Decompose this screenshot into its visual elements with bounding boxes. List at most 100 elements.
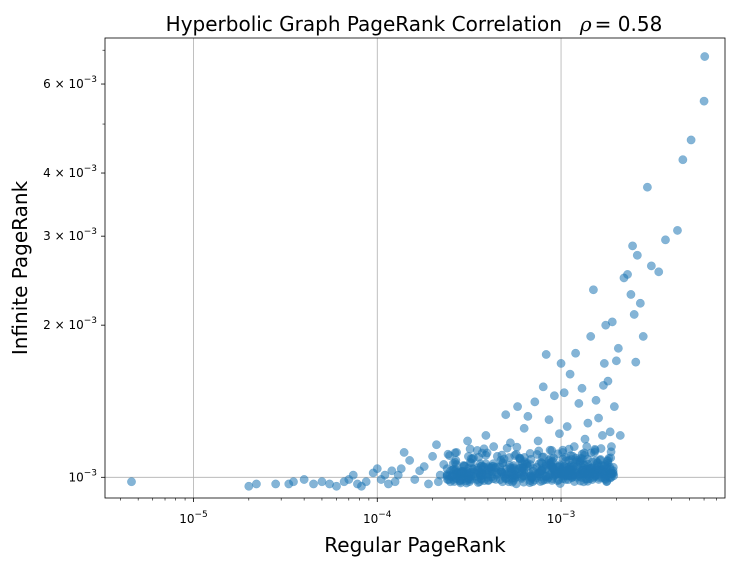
scatter-point: [502, 443, 512, 453]
scatter-point: [565, 369, 575, 379]
scatter-point: [519, 471, 529, 481]
y-tick-label-base: 6 × 10: [43, 77, 84, 91]
scatter-point: [549, 465, 559, 475]
scatter-point: [472, 466, 482, 475]
x-axis-ticks: 10−5 10−4 10−3: [120, 498, 717, 526]
scatter-point: [299, 475, 309, 484]
x-tick-label: 10−5: [179, 510, 208, 526]
y-tick-label: 4 × 10−3: [43, 164, 97, 180]
scatter-point: [450, 448, 460, 458]
scatter-point: [586, 464, 596, 474]
scatter-point: [405, 455, 415, 465]
scatter-point: [559, 388, 569, 398]
scatter-point: [510, 451, 520, 460]
scatter-point: [605, 427, 615, 437]
scatter-points: [127, 52, 710, 491]
scatter-point: [519, 423, 529, 433]
scatter-point: [628, 241, 638, 251]
scatter-point: [574, 398, 584, 408]
scatter-point: [635, 298, 645, 308]
scatter-point: [535, 469, 545, 479]
scatter-point: [380, 470, 390, 480]
scatter-point: [517, 459, 527, 469]
x-tick-label: 10−3: [547, 510, 576, 526]
scatter-point: [609, 402, 619, 412]
scatter-point: [544, 415, 554, 425]
scatter-point: [613, 343, 623, 353]
scatter-point: [606, 453, 616, 463]
scatter-point: [497, 450, 507, 460]
scatter-point: [432, 440, 441, 450]
y-tick-label: 6 × 10−3: [43, 75, 97, 91]
scatter-point: [479, 444, 489, 454]
scatter-point: [251, 479, 261, 489]
scatter-point: [561, 466, 570, 476]
x-tick-label-base: 10: [547, 512, 562, 526]
scatter-point: [530, 397, 540, 407]
scatter-point: [654, 267, 664, 277]
scatter-point: [588, 285, 598, 295]
scatter-point: [465, 444, 475, 454]
scatter-point: [537, 452, 547, 462]
scatter-point: [586, 448, 596, 458]
scatter-point: [626, 290, 636, 299]
scatter-point: [544, 456, 554, 466]
scatter-point: [577, 383, 587, 393]
scatter-point: [530, 475, 540, 485]
scatter-point: [501, 410, 511, 420]
scatter-point: [127, 477, 136, 487]
scatter-point: [424, 479, 433, 489]
scatter-point: [600, 474, 610, 483]
scatter-point: [555, 479, 565, 489]
scatter-point: [571, 348, 581, 358]
scatter-point: [561, 456, 571, 466]
scatter-point: [623, 269, 632, 279]
scatter-point: [615, 431, 625, 440]
scatter-point: [489, 442, 499, 452]
x-tick-label-exponent: −3: [562, 510, 575, 520]
chart-title-rho-value: = 0.58: [595, 12, 663, 36]
scatter-point: [512, 442, 522, 452]
scatter-point: [538, 382, 548, 392]
scatter-point: [455, 476, 465, 486]
scatter-point: [428, 451, 438, 461]
scatter-point: [629, 310, 639, 319]
scatter-point: [554, 429, 564, 439]
chart-title-rho-symbol: ρ: [579, 12, 592, 36]
y-tick-label-base: 2 × 10: [43, 318, 84, 332]
y-tick-label-base: 4 × 10: [43, 166, 84, 180]
scatter-point: [579, 469, 589, 479]
scatter-point: [673, 225, 682, 235]
scatter-point: [387, 466, 397, 476]
scatter-point: [605, 462, 615, 472]
scatter-point: [526, 454, 536, 464]
x-tick-label-exponent: −4: [378, 510, 392, 520]
scatter-point: [598, 431, 607, 440]
scatter-point: [533, 436, 543, 446]
scatter-point: [678, 155, 688, 165]
x-tick-label-base: 10: [179, 512, 194, 526]
x-axis-label: Regular PageRank: [324, 533, 506, 557]
scatter-point: [466, 475, 476, 484]
y-tick-label-exponent: −3: [84, 75, 97, 85]
y-tick-label: 2 × 10−3: [43, 316, 97, 332]
scatter-point: [468, 454, 477, 464]
scatter-point: [481, 431, 491, 440]
scatter-point: [361, 477, 371, 487]
scatter-point: [419, 462, 429, 472]
chart-title: Hyperbolic Graph PageRank Correlation ρ = …: [166, 12, 663, 36]
scatter-point: [505, 460, 514, 470]
y-tick-label-exponent: −3: [84, 227, 97, 237]
scatter-point: [583, 418, 593, 428]
scatter-point: [599, 358, 609, 368]
scatter-point: [448, 470, 458, 480]
scatter-point: [372, 464, 382, 474]
scatter-point: [523, 411, 533, 421]
y-tick-label-exponent: −3: [84, 164, 97, 174]
scatter-point: [646, 261, 656, 271]
scatter-point: [545, 445, 555, 455]
scatter-point: [661, 235, 670, 245]
scatter-point: [244, 481, 254, 491]
scatter-point: [464, 463, 473, 473]
